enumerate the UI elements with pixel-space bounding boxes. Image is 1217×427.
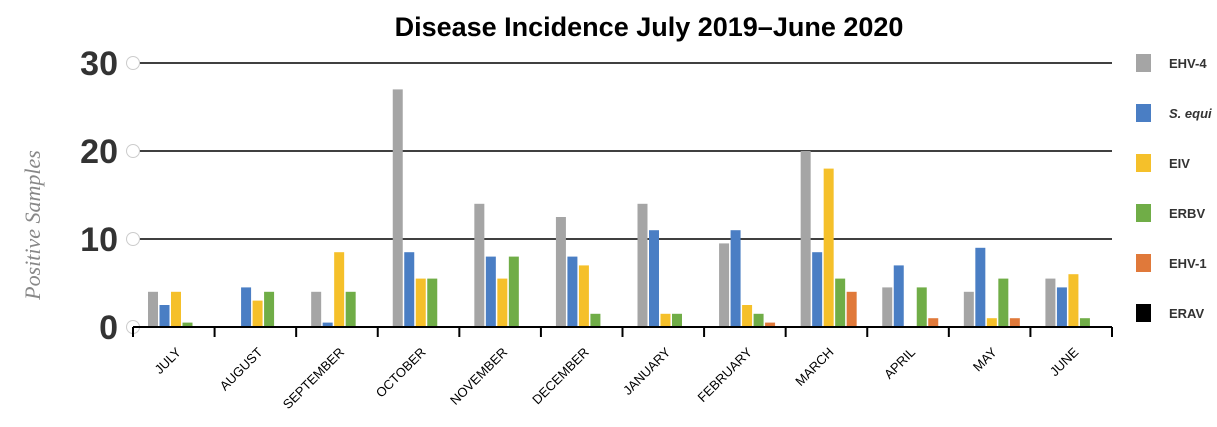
x-tick-label: JULY [152, 344, 185, 377]
bar-erbv-july [182, 322, 193, 327]
gridlines [133, 62, 1112, 328]
bar-ehv-1-may [1009, 318, 1020, 327]
bar-ehv-4-september [311, 291, 322, 327]
legend-label: ERAV [1169, 306, 1204, 321]
bar-ehv-4-may [963, 291, 974, 327]
bar-erbv-august [264, 291, 275, 327]
x-tick-label: FEBRUARY [694, 344, 755, 405]
bar-erbv-march [835, 278, 846, 327]
x-tick-label: SEPTEMBER [280, 345, 347, 412]
x-axis: JULY AUGUST SEPTEMBER OCTOBER NOVEMBER DECEMB… [132, 326, 1113, 412]
y-axis-label: Positive Samples [20, 150, 45, 301]
bar-ehv-1-february [765, 322, 776, 327]
bar-erbv-april [916, 287, 927, 327]
bar-eiv-august [252, 300, 263, 327]
y-axis-ticks: 0 10 20 30 [80, 45, 140, 347]
bar-erbv-june [1079, 318, 1090, 327]
bar-erbv-january [672, 313, 682, 327]
bar-s-equi-april [893, 265, 904, 327]
bar-erbv-november [508, 256, 519, 327]
bar-s-equi-september [322, 322, 333, 327]
bar-ehv-4-march [800, 151, 811, 327]
bar-ehv-4-june [1045, 278, 1056, 327]
bar-erbv-october [427, 278, 438, 327]
y-tick-label: 10 [80, 221, 118, 259]
bar-eiv-january [660, 313, 671, 327]
bar-eiv-february [742, 305, 753, 327]
bar-s-equi-february [730, 230, 741, 327]
y-tick-marker [126, 56, 140, 70]
bar-ehv-4-april [882, 287, 893, 327]
legend-label: ERBV [1169, 206, 1205, 221]
bar-ehv-1-april [928, 318, 939, 327]
bar-ehv-4-january [637, 203, 648, 327]
bar-s-equi-august [241, 287, 252, 327]
bar-s-equi-june [1056, 287, 1067, 327]
bar-eiv-july [171, 291, 181, 327]
x-tick-label: MARCH [792, 345, 836, 389]
y-tick-marker [126, 232, 140, 246]
y-tick-label: 30 [80, 45, 118, 83]
bar-erbv-february [753, 313, 764, 327]
bars [148, 89, 1090, 328]
bar-eiv-october [415, 278, 426, 327]
bar-eiv-march [823, 168, 834, 327]
y-tick-marker [126, 144, 140, 158]
legend-swatch [1136, 54, 1151, 72]
bar-erbv-may [998, 278, 1009, 327]
bar-ehv-1-march [846, 291, 857, 327]
bar-ehv-4-december [555, 217, 566, 327]
x-tick-label: AUGUST [217, 344, 266, 393]
x-tick-label: NOVEMBER [447, 345, 510, 408]
legend-label: EHV-1 [1169, 256, 1207, 271]
bar-ehv-4-july [148, 291, 158, 327]
bar-eiv-june [1068, 274, 1079, 327]
bar-eiv-november [497, 278, 508, 327]
bar-s-equi-october [404, 252, 415, 327]
bar-s-equi-may [975, 247, 986, 327]
bar-s-equi-march [812, 252, 823, 327]
x-tick-label: OCTOBER [373, 345, 429, 401]
bar-erbv-september [345, 291, 356, 327]
bar-s-equi-january [649, 230, 659, 327]
bar-s-equi-july [159, 305, 170, 327]
bar-ehv-4-february [719, 243, 730, 327]
y-tick-label: 0 [99, 309, 118, 347]
x-tick-label: MAY [970, 344, 1000, 374]
legend-swatch [1136, 204, 1151, 222]
bar-ehv-4-october [392, 89, 403, 328]
chart-title: Disease Incidence July 2019–June 2020 [395, 12, 904, 42]
bar-erbv-december [590, 313, 601, 327]
legend-label: EIV [1169, 156, 1190, 171]
bar-s-equi-december [567, 256, 578, 327]
x-tick-label: JUNE [1047, 344, 1082, 379]
bar-eiv-may [986, 318, 997, 327]
legend: EHV-4 S. equi EIV ERBV EHV-1 ERAV [1136, 54, 1212, 322]
legend-swatch [1136, 154, 1151, 172]
bar-s-equi-november [485, 256, 496, 327]
legend-swatch [1136, 104, 1151, 122]
legend-label: S. equi [1169, 106, 1212, 121]
x-tick-label: APRIL [881, 345, 918, 382]
legend-swatch [1136, 304, 1151, 322]
legend-swatch [1136, 254, 1151, 272]
bar-eiv-september [334, 252, 345, 327]
legend-label: EHV-4 [1169, 56, 1207, 71]
y-tick-label: 20 [80, 133, 118, 171]
bar-eiv-december [578, 265, 589, 327]
x-tick-label: JANUARY [620, 344, 674, 398]
bar-ehv-4-november [474, 203, 485, 327]
x-tick-label: DECEMBER [529, 345, 592, 408]
